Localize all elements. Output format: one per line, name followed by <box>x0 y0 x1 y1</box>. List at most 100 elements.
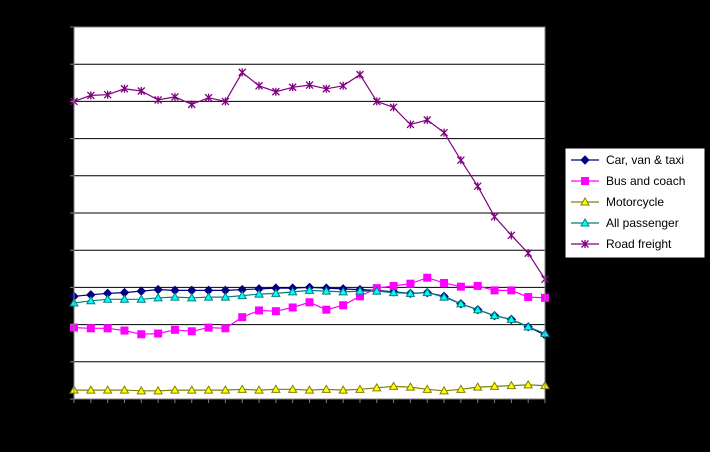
legend-marker <box>580 196 590 206</box>
legend-item: Car, van & taxi <box>571 153 684 167</box>
data-point <box>322 305 331 314</box>
legend-label: Bus and coach <box>606 174 685 188</box>
data-point <box>221 324 230 333</box>
legend-marker <box>581 177 589 185</box>
data-point <box>204 323 213 332</box>
data-point <box>371 286 382 295</box>
data-point <box>339 301 348 310</box>
data-point <box>220 292 231 301</box>
data-point <box>255 81 263 90</box>
data-point <box>322 84 331 93</box>
data-point <box>489 381 500 390</box>
y-tick-label: 4.5 <box>49 57 67 72</box>
data-point <box>524 249 533 258</box>
data-point <box>389 103 398 112</box>
data-point <box>221 97 230 106</box>
data-point <box>490 212 499 221</box>
x-tick-label: 1982 <box>261 405 290 420</box>
data-point <box>237 384 248 393</box>
legend-item: Motorcycle <box>571 195 664 209</box>
data-point <box>304 285 315 294</box>
data-point <box>255 306 264 315</box>
data-point <box>86 91 95 100</box>
data-point <box>305 81 314 90</box>
axes: 0 0.5 1 1.5 2 2.5 3 3.5 4 4.5 5 1970 1972 1974 1976 197… <box>49 20 560 420</box>
data-point <box>472 304 483 314</box>
data-point <box>137 86 146 95</box>
data-point <box>422 287 433 297</box>
data-point <box>439 385 449 395</box>
data-point <box>339 81 348 90</box>
data-point <box>507 231 516 240</box>
data-point <box>423 273 432 282</box>
data-point <box>321 286 332 295</box>
y-tick-label: 5 <box>60 20 67 35</box>
series-3 <box>69 285 550 338</box>
data-point <box>338 385 349 394</box>
data-point <box>170 292 180 301</box>
x-tick-label: 1998 <box>531 405 560 420</box>
data-point <box>405 382 416 391</box>
x-tick-label: 1970 <box>60 405 89 420</box>
data-point <box>523 321 534 331</box>
data-point <box>489 310 500 320</box>
y-tick-label: 4 <box>60 94 67 109</box>
data-point <box>473 281 482 290</box>
data-point <box>204 93 213 102</box>
data-point <box>305 298 314 307</box>
data-point <box>507 286 516 295</box>
data-point <box>154 95 163 104</box>
legend-label: All passenger <box>606 216 679 230</box>
data-point <box>85 295 96 305</box>
legend: Car, van & taxi Bus and coach Motorcycle Al… <box>564 147 706 259</box>
data-point <box>238 313 247 322</box>
data-point <box>136 385 147 395</box>
data-point <box>186 292 197 302</box>
data-point <box>288 83 297 92</box>
data-point <box>120 326 129 335</box>
data-point <box>120 84 129 93</box>
data-point <box>119 385 130 394</box>
data-point <box>321 384 332 393</box>
data-point <box>440 128 449 137</box>
data-point <box>473 182 482 191</box>
data-point <box>103 90 112 99</box>
data-point <box>254 289 264 298</box>
data-point <box>254 385 264 394</box>
data-point <box>371 382 382 392</box>
data-point <box>238 68 247 77</box>
data-point <box>137 330 146 339</box>
legend-label: Car, van & taxi <box>606 153 684 167</box>
x-tick-label: 1990 <box>396 405 425 420</box>
x-tick-label: 1980 <box>228 405 257 420</box>
data-point <box>355 384 365 393</box>
data-point <box>154 329 163 338</box>
data-point <box>406 120 415 129</box>
data-point <box>388 287 399 297</box>
data-point <box>506 314 517 323</box>
x-tick-label: 1992 <box>430 405 459 420</box>
y-tick-label: 2 <box>60 243 67 258</box>
y-tick-label: 1.5 <box>49 280 67 295</box>
legend-marker <box>581 240 589 248</box>
data-point <box>372 97 381 106</box>
data-point <box>456 156 465 165</box>
data-point <box>203 292 214 301</box>
data-point <box>86 324 95 333</box>
data-point <box>472 382 483 391</box>
x-tick-label: 1986 <box>329 405 358 420</box>
data-point <box>338 286 349 296</box>
data-point <box>271 307 280 316</box>
data-point <box>170 92 179 101</box>
x-tick-label: 1974 <box>127 405 156 420</box>
data-point <box>270 384 281 393</box>
legend-marker <box>580 217 590 227</box>
data-point <box>203 385 214 394</box>
data-point <box>423 116 432 124</box>
data-point <box>271 87 280 96</box>
legend-item: Bus and coach <box>571 174 685 188</box>
y-tick-label: 1 <box>60 318 67 333</box>
x-tick-label: 1994 <box>463 405 492 420</box>
data-point <box>103 324 112 333</box>
data-point <box>220 385 231 394</box>
